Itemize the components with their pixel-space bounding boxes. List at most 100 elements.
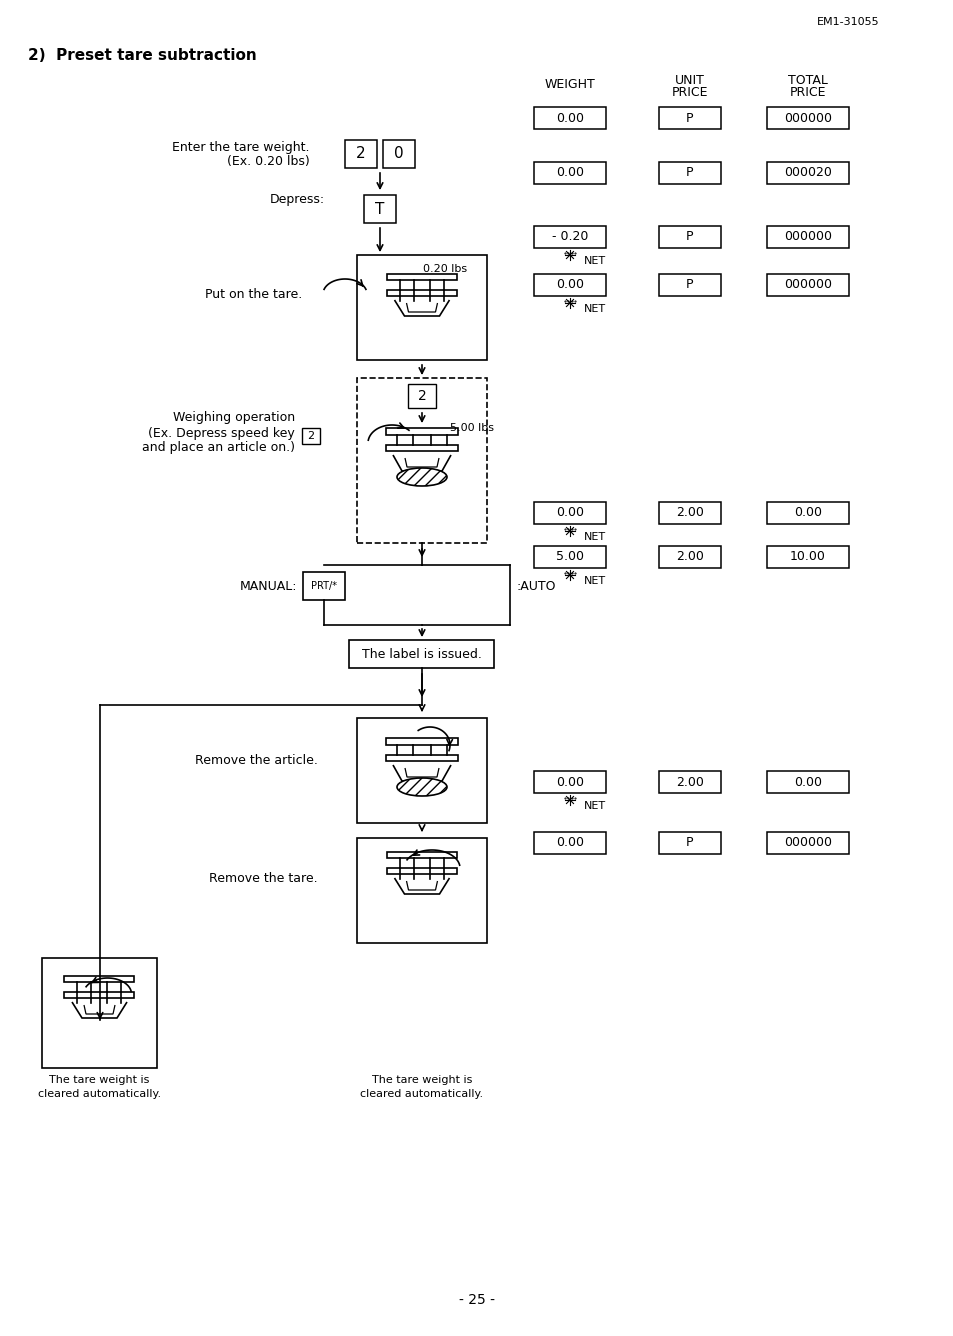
FancyBboxPatch shape: [534, 107, 605, 130]
Ellipse shape: [396, 468, 447, 486]
Text: EM1-31055: EM1-31055: [817, 17, 879, 27]
Text: 0.00: 0.00: [556, 775, 583, 788]
FancyBboxPatch shape: [356, 717, 486, 823]
Text: 2.00: 2.00: [676, 550, 703, 564]
Text: 2: 2: [307, 432, 314, 441]
FancyBboxPatch shape: [659, 107, 720, 130]
Text: P: P: [685, 167, 693, 179]
Text: Remove the article.: Remove the article.: [195, 754, 317, 767]
Text: NET: NET: [583, 802, 605, 811]
Text: 2.00: 2.00: [676, 506, 703, 520]
Text: NET: NET: [583, 532, 605, 542]
Text: T: T: [375, 202, 384, 216]
Text: NET: NET: [583, 576, 605, 587]
Polygon shape: [387, 290, 456, 297]
Text: The tare weight is: The tare weight is: [50, 1075, 150, 1085]
Text: 2)  Preset tare subtraction: 2) Preset tare subtraction: [28, 48, 256, 63]
Text: 0.00: 0.00: [793, 506, 821, 520]
Text: and place an article on.): and place an article on.): [142, 441, 294, 454]
Polygon shape: [386, 755, 457, 762]
FancyBboxPatch shape: [766, 771, 848, 794]
Text: 2: 2: [355, 147, 365, 162]
FancyBboxPatch shape: [364, 195, 395, 223]
FancyBboxPatch shape: [766, 502, 848, 524]
Text: Remove the tare.: Remove the tare.: [209, 871, 317, 884]
Text: Weighing operation: Weighing operation: [172, 411, 294, 425]
FancyBboxPatch shape: [345, 140, 376, 168]
Text: TOTAL: TOTAL: [787, 73, 827, 87]
Text: NET: NET: [583, 305, 605, 314]
Text: 0.20 lbs: 0.20 lbs: [422, 265, 467, 274]
Text: (Ex. 0.20 lbs): (Ex. 0.20 lbs): [227, 155, 310, 168]
FancyBboxPatch shape: [302, 428, 319, 444]
FancyBboxPatch shape: [659, 226, 720, 248]
FancyBboxPatch shape: [356, 838, 486, 943]
FancyBboxPatch shape: [382, 140, 415, 168]
Text: UNIT: UNIT: [675, 73, 704, 87]
Text: :AUTO: :AUTO: [517, 580, 556, 592]
FancyBboxPatch shape: [349, 640, 494, 668]
FancyBboxPatch shape: [356, 255, 486, 359]
Text: 0.00: 0.00: [556, 167, 583, 179]
FancyBboxPatch shape: [766, 832, 848, 854]
Text: NET: NET: [583, 257, 605, 266]
Polygon shape: [386, 445, 457, 452]
Text: 0.00: 0.00: [556, 506, 583, 520]
FancyBboxPatch shape: [534, 546, 605, 568]
Text: 000000: 000000: [783, 836, 831, 850]
Ellipse shape: [396, 778, 447, 796]
Polygon shape: [386, 428, 457, 436]
Text: 0: 0: [394, 147, 403, 162]
Text: (Ex. Depress speed key: (Ex. Depress speed key: [148, 426, 294, 440]
FancyBboxPatch shape: [766, 546, 848, 568]
Text: MANUAL:: MANUAL:: [239, 580, 296, 592]
Polygon shape: [387, 852, 456, 858]
Text: 000000: 000000: [783, 278, 831, 291]
Text: 0.00: 0.00: [793, 775, 821, 788]
Text: 000000: 000000: [783, 111, 831, 124]
Text: PRICE: PRICE: [671, 86, 707, 99]
Text: cleared automatically.: cleared automatically.: [360, 1089, 483, 1100]
FancyBboxPatch shape: [659, 162, 720, 184]
Text: 000000: 000000: [783, 231, 831, 243]
FancyBboxPatch shape: [534, 274, 605, 297]
FancyBboxPatch shape: [534, 832, 605, 854]
Text: 0.00: 0.00: [556, 278, 583, 291]
Text: Put on the tare.: Put on the tare.: [205, 289, 302, 302]
Text: WEIGHT: WEIGHT: [544, 79, 595, 91]
FancyBboxPatch shape: [534, 502, 605, 524]
Polygon shape: [65, 977, 134, 982]
FancyBboxPatch shape: [659, 546, 720, 568]
Text: P: P: [685, 111, 693, 124]
FancyBboxPatch shape: [534, 771, 605, 794]
Text: - 25 -: - 25 -: [458, 1293, 495, 1307]
Text: 5.00: 5.00: [556, 550, 583, 564]
FancyBboxPatch shape: [659, 274, 720, 297]
FancyBboxPatch shape: [534, 162, 605, 184]
Text: 2: 2: [417, 389, 426, 403]
Text: 5.00 lbs: 5.00 lbs: [450, 424, 494, 433]
Text: P: P: [685, 231, 693, 243]
Text: Enter the tare weight.: Enter the tare weight.: [172, 142, 310, 155]
Text: P: P: [685, 278, 693, 291]
Text: PRT/*: PRT/*: [311, 581, 336, 591]
Text: Depress:: Depress:: [270, 194, 325, 207]
FancyBboxPatch shape: [408, 383, 436, 407]
FancyBboxPatch shape: [659, 771, 720, 794]
Text: 0.00: 0.00: [556, 836, 583, 850]
FancyBboxPatch shape: [42, 958, 157, 1067]
Text: PRICE: PRICE: [789, 86, 825, 99]
FancyBboxPatch shape: [766, 107, 848, 130]
Text: The label is issued.: The label is issued.: [362, 648, 481, 660]
Text: P: P: [685, 836, 693, 850]
Text: - 0.20: - 0.20: [551, 231, 588, 243]
Text: cleared automatically.: cleared automatically.: [38, 1089, 161, 1100]
Polygon shape: [386, 737, 457, 745]
FancyBboxPatch shape: [356, 378, 486, 542]
Polygon shape: [65, 993, 134, 998]
FancyBboxPatch shape: [766, 226, 848, 248]
FancyBboxPatch shape: [659, 832, 720, 854]
Text: 10.00: 10.00: [789, 550, 825, 564]
Text: 2.00: 2.00: [676, 775, 703, 788]
Text: 000020: 000020: [783, 167, 831, 179]
